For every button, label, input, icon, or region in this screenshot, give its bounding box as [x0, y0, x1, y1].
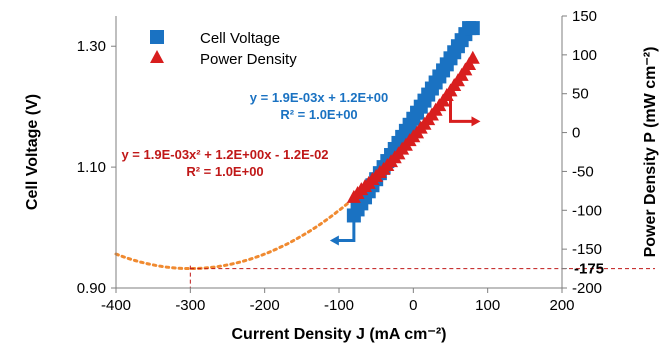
- voltage-fit-equation: y = 1.9E-03x + 1.2E+00: [250, 90, 388, 105]
- legend-marker-voltage: [150, 30, 164, 44]
- y-right-tick-label: 150: [572, 8, 597, 25]
- x-tick-label: -100: [324, 297, 354, 314]
- voltage-axis-arrowhead: [329, 235, 339, 246]
- x-tick-label: -200: [250, 297, 280, 314]
- voltage-fit-r2: R² = 1.0E+00: [280, 107, 357, 122]
- voltage-axis-arrow: [335, 215, 356, 242]
- y-right-tick-label: -100: [572, 202, 602, 219]
- x-tick-label: -300: [175, 297, 205, 314]
- y-left-tick-label: 1.30: [77, 38, 106, 55]
- y-right-axis-title: Power Density P (mW cm⁻²): [642, 47, 659, 258]
- power-axis-arrow: [449, 91, 475, 123]
- axis-arrow-layer: [329, 91, 481, 246]
- y-left-axis-title: Cell Voltage (V): [24, 94, 41, 210]
- x-tick-label: -400: [101, 297, 131, 314]
- points-layer: [346, 21, 480, 223]
- y-right-tick-label-min: -175: [574, 261, 604, 278]
- y-left-tick-label: 0.90: [77, 280, 106, 297]
- y-right-tick-label: -200: [572, 280, 602, 297]
- legend-label-power: Power Density: [200, 51, 297, 68]
- y-right-tick-label: 0: [572, 125, 580, 142]
- voltage-point: [465, 21, 480, 36]
- legend-label-voltage: Cell Voltage: [200, 30, 280, 47]
- power-point: [465, 50, 480, 64]
- x-axis-title: Current Density J (mA cm⁻²): [232, 326, 447, 343]
- x-tick-label: 100: [475, 297, 500, 314]
- y-left-tick-label: 1.10: [77, 159, 106, 176]
- x-tick-label: 0: [409, 297, 417, 314]
- y-right-tick-label: 100: [572, 47, 597, 64]
- y-right-tick-label: -150: [572, 241, 602, 258]
- annotation-layer: [189, 265, 655, 288]
- power-fit-equation: y = 1.9E-03x² + 1.2E+00x - 1.2E-02: [121, 147, 328, 162]
- text-layer: -400 -300 -200 -100 0 100 200 0.90 1.10 1.30 -200 -…: [24, 8, 659, 343]
- y-right-tick-label: -50: [572, 163, 594, 180]
- y-right-tick-label: 50: [572, 86, 589, 103]
- power-fit-r2: R² = 1.0E+00: [186, 164, 263, 179]
- power-fit-curve: [114, 57, 475, 271]
- axes-layer: [111, 15, 567, 293]
- legend-marker-power: [150, 50, 164, 63]
- power-axis-arrowhead: [471, 116, 481, 127]
- x-tick-label: 200: [549, 297, 574, 314]
